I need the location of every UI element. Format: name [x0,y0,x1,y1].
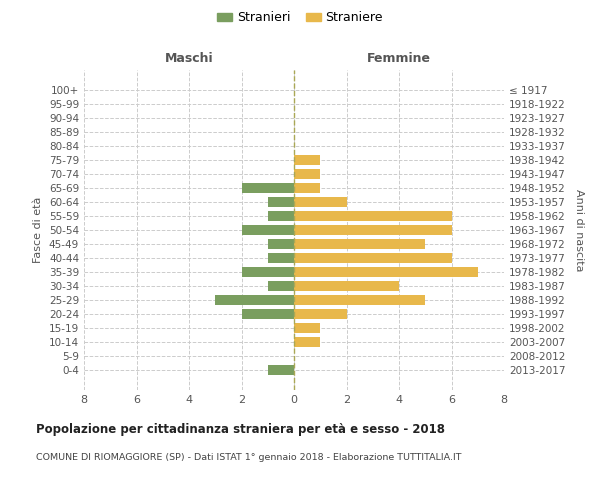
Bar [268,253,294,264]
Bar [294,253,452,264]
Bar [294,210,452,221]
Bar [241,224,294,235]
Bar [294,168,320,179]
Text: Femmine: Femmine [367,52,431,65]
Text: Maschi: Maschi [164,52,214,65]
Y-axis label: Anni di nascita: Anni di nascita [574,188,584,271]
Bar [294,309,347,320]
Bar [268,239,294,250]
Y-axis label: Fasce di età: Fasce di età [34,197,43,263]
Bar [294,281,399,291]
Bar [215,295,294,306]
Bar [268,210,294,221]
Bar [268,365,294,376]
Bar [294,323,320,334]
Bar [294,196,347,207]
Bar [294,224,452,235]
Bar [294,154,320,165]
Bar [241,267,294,278]
Bar [294,337,320,347]
Bar [294,182,320,193]
Bar [268,196,294,207]
Text: Popolazione per cittadinanza straniera per età e sesso - 2018: Popolazione per cittadinanza straniera p… [36,422,445,436]
Bar [241,182,294,193]
Bar [294,239,425,250]
Bar [294,267,478,278]
Bar [241,309,294,320]
Text: COMUNE DI RIOMAGGIORE (SP) - Dati ISTAT 1° gennaio 2018 - Elaborazione TUTTITALI: COMUNE DI RIOMAGGIORE (SP) - Dati ISTAT … [36,452,461,462]
Bar [294,295,425,306]
Bar [268,281,294,291]
Legend: Stranieri, Straniere: Stranieri, Straniere [212,6,388,29]
